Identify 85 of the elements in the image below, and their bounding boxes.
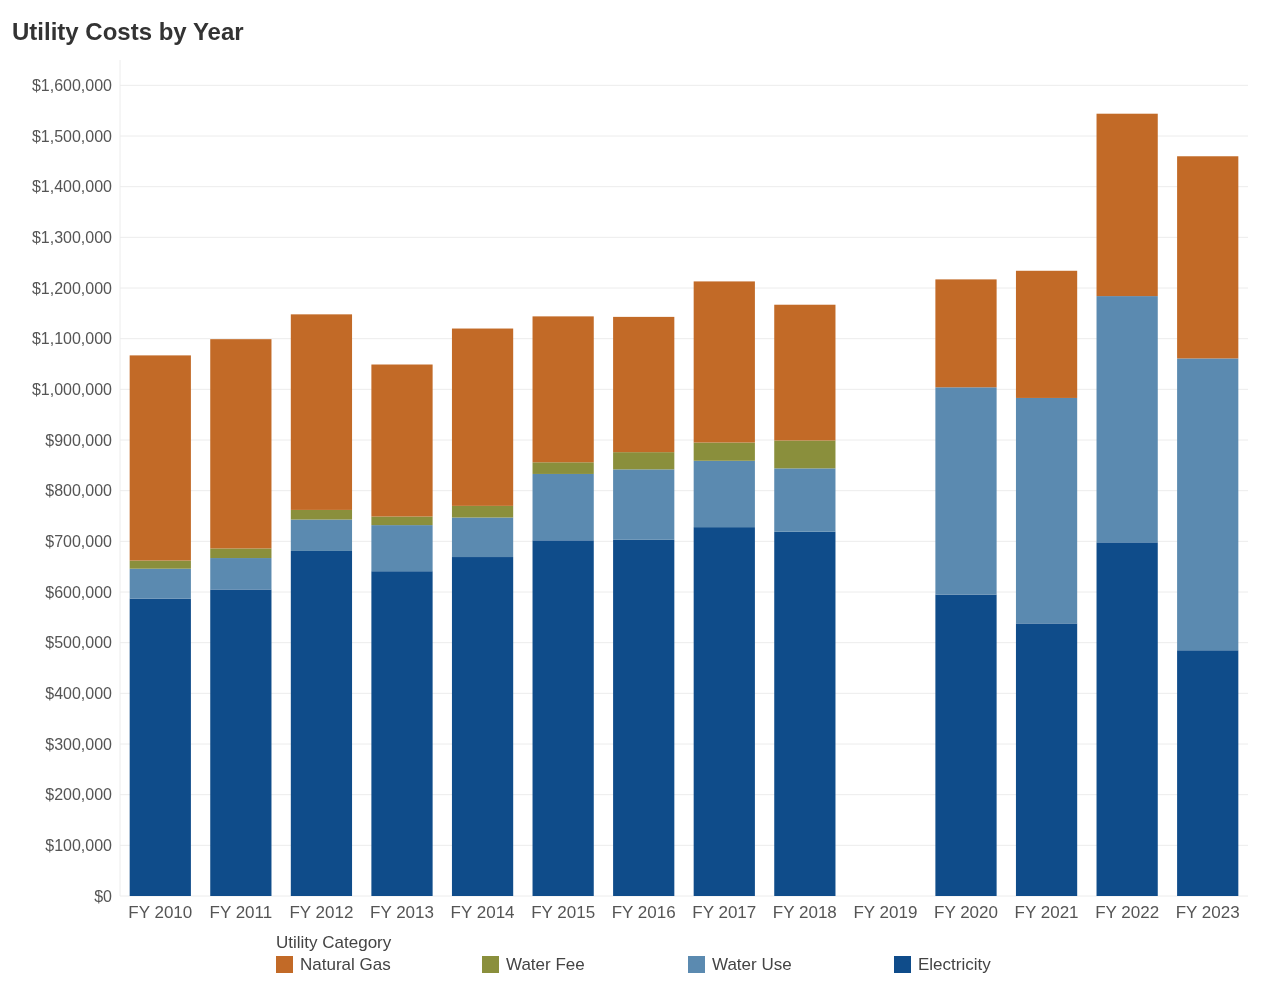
bar	[290, 314, 353, 510]
bar	[693, 460, 755, 528]
y-tick-label: $100,000	[45, 836, 113, 854]
bar	[1015, 397, 1078, 624]
x-tick-label: FY 2010	[128, 903, 193, 922]
bar	[371, 364, 433, 517]
y-tick-label: $500,000	[45, 634, 113, 652]
bar	[613, 452, 675, 470]
bar	[451, 517, 514, 558]
y-tick-label: $1,200,000	[31, 279, 113, 297]
bar	[935, 594, 997, 896]
bar	[371, 571, 433, 896]
bar	[1177, 650, 1239, 896]
y-tick-label: $1,000,000	[31, 380, 113, 398]
bar	[1015, 270, 1078, 398]
y-tick-label: $800,000	[45, 482, 113, 500]
y-tick-label: $1,500,000	[31, 127, 113, 145]
x-tick-label: FY 2015	[531, 903, 596, 922]
x-tick-label: FY 2019	[853, 903, 918, 922]
bar	[290, 550, 353, 896]
bar	[532, 540, 594, 896]
x-tick-label: FY 2012	[289, 903, 354, 922]
bar	[1177, 156, 1239, 359]
bar	[613, 316, 675, 453]
y-tick-label: $900,000	[45, 431, 113, 449]
y-tick-label: $1,100,000	[31, 330, 113, 348]
x-tick-label: FY 2020	[934, 903, 998, 922]
bar	[210, 339, 272, 549]
bar	[774, 440, 836, 469]
bar	[451, 505, 514, 518]
legend-title: Utility Category	[276, 933, 392, 952]
bar	[290, 509, 353, 520]
bar	[532, 473, 594, 541]
legend-label: Water Use	[712, 955, 792, 974]
legend-label: Natural Gas	[300, 955, 391, 974]
y-tick-label: $400,000	[45, 684, 113, 702]
y-tick-label: $600,000	[45, 583, 113, 601]
bar	[1096, 542, 1158, 896]
x-tick-label: FY 2018	[772, 903, 837, 922]
x-tick-label: FY 2022	[1095, 903, 1160, 922]
bar	[1015, 623, 1078, 896]
y-tick-label: $1,600,000	[31, 76, 113, 94]
bar	[1177, 358, 1239, 651]
bar	[532, 462, 594, 474]
bar	[774, 468, 836, 532]
bar	[532, 316, 594, 463]
bar	[693, 527, 755, 896]
bar	[210, 558, 272, 590]
y-tick-label: $1,400,000	[31, 178, 113, 196]
bar	[129, 568, 191, 599]
x-tick-label: FY 2013	[370, 903, 434, 922]
bar	[371, 516, 433, 526]
bar	[290, 519, 353, 551]
bar	[451, 557, 514, 896]
bar	[774, 531, 836, 896]
y-tick-label: $200,000	[45, 786, 113, 804]
y-tick-label: $300,000	[45, 735, 113, 753]
bar	[451, 328, 514, 506]
x-tick-label: FY 2011	[209, 903, 273, 922]
bar	[935, 279, 997, 388]
y-tick-label: $1,300,000	[31, 228, 113, 246]
bar	[210, 548, 272, 559]
bar	[774, 304, 836, 441]
y-tick-label: $0	[94, 887, 113, 905]
bar	[613, 469, 675, 540]
bar	[210, 589, 272, 896]
legend-label: Water Fee	[506, 955, 585, 974]
x-tick-label: FY 2021	[1014, 903, 1079, 922]
x-tick-label: FY 2016	[611, 903, 676, 922]
bar	[129, 355, 191, 561]
bar	[613, 539, 675, 896]
bar	[1096, 113, 1158, 297]
bar	[693, 281, 755, 443]
y-tick-label: $700,000	[45, 532, 113, 550]
legend-label: Electricity	[918, 955, 992, 974]
bar	[371, 525, 433, 572]
bar	[693, 442, 755, 461]
bar	[129, 560, 191, 569]
chart-title: Utility Costs by Year	[12, 18, 244, 45]
bar	[1096, 296, 1158, 543]
x-tick-label: FY 2017	[692, 903, 757, 922]
bar	[129, 598, 191, 896]
x-tick-label: FY 2014	[450, 903, 515, 922]
x-tick-label: FY 2023	[1175, 903, 1240, 922]
bar	[935, 387, 997, 595]
